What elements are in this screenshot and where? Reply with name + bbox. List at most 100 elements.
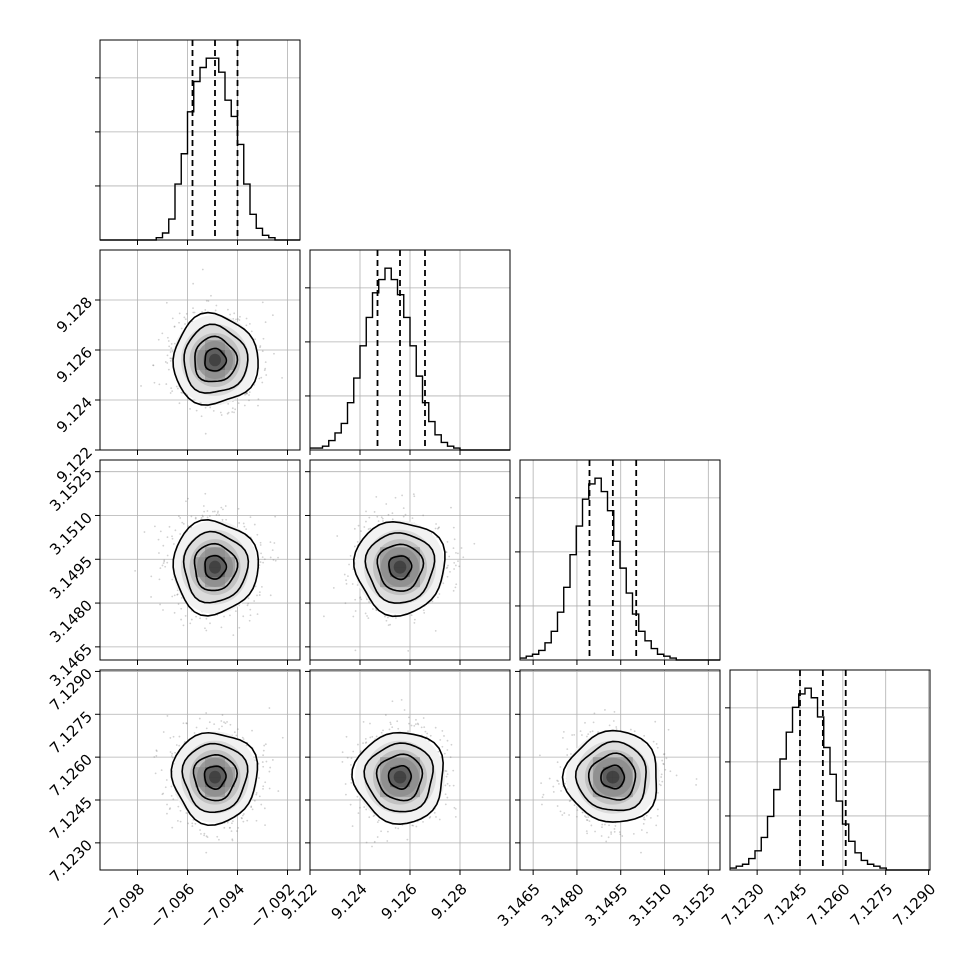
sample-point bbox=[581, 734, 583, 736]
sample-point bbox=[203, 834, 205, 837]
sample-point bbox=[446, 566, 449, 569]
contour-line bbox=[194, 335, 239, 383]
density-cell bbox=[205, 567, 215, 578]
sample-point bbox=[586, 819, 589, 822]
sample-point bbox=[391, 700, 394, 703]
sample-point bbox=[437, 750, 440, 753]
sample-point bbox=[445, 770, 448, 773]
sample-point bbox=[563, 812, 566, 814]
sample-point bbox=[643, 818, 646, 821]
sample-point bbox=[201, 311, 203, 313]
density-cell bbox=[215, 557, 225, 568]
panel-content bbox=[100, 460, 300, 660]
density-cell bbox=[205, 577, 215, 588]
sample-point bbox=[571, 734, 574, 736]
density-cell bbox=[400, 557, 410, 568]
sample-point bbox=[382, 729, 384, 732]
sample-point bbox=[169, 351, 172, 353]
sample-point bbox=[179, 809, 182, 812]
density-cell bbox=[215, 767, 225, 778]
sample-point bbox=[162, 792, 165, 795]
sample-point bbox=[178, 515, 180, 518]
sample-point bbox=[600, 835, 603, 837]
sample-point bbox=[336, 535, 339, 537]
sample-point bbox=[175, 744, 178, 746]
sample-point bbox=[177, 805, 180, 808]
sample-point bbox=[601, 823, 604, 826]
sample-point bbox=[204, 492, 207, 495]
sample-point bbox=[274, 559, 277, 562]
sample-point bbox=[614, 825, 617, 827]
sample-point bbox=[204, 406, 207, 409]
sample-point bbox=[615, 728, 618, 730]
sample-point bbox=[397, 827, 400, 830]
sample-point bbox=[194, 517, 197, 520]
sample-point bbox=[452, 589, 455, 592]
panel-frame bbox=[99, 459, 301, 661]
sample-point bbox=[364, 612, 367, 615]
sample-point bbox=[245, 392, 247, 395]
sample-point bbox=[207, 300, 210, 302]
sample-point bbox=[404, 513, 407, 516]
sample-point bbox=[250, 330, 253, 333]
density-cell bbox=[400, 567, 410, 578]
sample-point bbox=[240, 817, 243, 819]
sample-point bbox=[272, 558, 275, 561]
sample-point bbox=[615, 726, 618, 728]
sample-point bbox=[452, 526, 455, 529]
contour-line bbox=[364, 532, 436, 604]
contour-line bbox=[204, 554, 228, 580]
sample-point bbox=[556, 805, 559, 807]
sample-point bbox=[194, 822, 197, 825]
sample-point bbox=[159, 567, 162, 570]
sample-point bbox=[376, 836, 379, 838]
sample-point bbox=[200, 517, 203, 519]
panel-frame bbox=[729, 669, 931, 871]
density-cell bbox=[400, 777, 410, 788]
sample-point bbox=[172, 543, 175, 545]
sample-point bbox=[663, 753, 666, 755]
sample-point bbox=[230, 830, 233, 832]
sample-point bbox=[454, 564, 457, 567]
sample-point bbox=[175, 385, 178, 388]
sample-point bbox=[209, 406, 212, 409]
sample-point bbox=[165, 779, 168, 781]
sample-point bbox=[253, 600, 256, 602]
density-cell bbox=[215, 350, 225, 360]
sample-point bbox=[365, 808, 368, 811]
sample-point bbox=[153, 756, 156, 758]
sample-point bbox=[202, 515, 204, 518]
sample-point bbox=[263, 807, 266, 810]
sample-point bbox=[368, 816, 371, 819]
sample-point bbox=[219, 411, 222, 414]
sample-point bbox=[452, 769, 455, 772]
contour-line bbox=[193, 542, 239, 592]
sample-point bbox=[221, 714, 224, 716]
sample-point bbox=[573, 804, 576, 807]
sample-point bbox=[263, 369, 266, 372]
sample-point bbox=[208, 721, 211, 724]
sample-point bbox=[227, 402, 230, 405]
contour-line bbox=[375, 753, 424, 802]
sample-point bbox=[183, 316, 186, 319]
sample-point bbox=[259, 561, 262, 563]
sample-point bbox=[429, 734, 432, 737]
density-cell bbox=[205, 360, 215, 370]
sample-point bbox=[446, 773, 449, 776]
sample-point bbox=[239, 315, 241, 318]
sample-point bbox=[216, 511, 219, 514]
density-cell bbox=[602, 757, 613, 768]
sample-point bbox=[438, 526, 440, 529]
sample-point bbox=[655, 824, 658, 827]
sample-point bbox=[570, 753, 572, 755]
sample-point bbox=[348, 563, 350, 566]
sample-point bbox=[541, 803, 543, 806]
sample-point bbox=[454, 586, 457, 589]
sample-point bbox=[446, 575, 449, 578]
sample-point bbox=[662, 762, 665, 765]
sample-point bbox=[608, 724, 611, 727]
sample-point bbox=[566, 748, 569, 751]
sample-point bbox=[223, 721, 225, 724]
scatter-panel-4-3 bbox=[515, 669, 721, 875]
sample-point bbox=[193, 311, 196, 314]
